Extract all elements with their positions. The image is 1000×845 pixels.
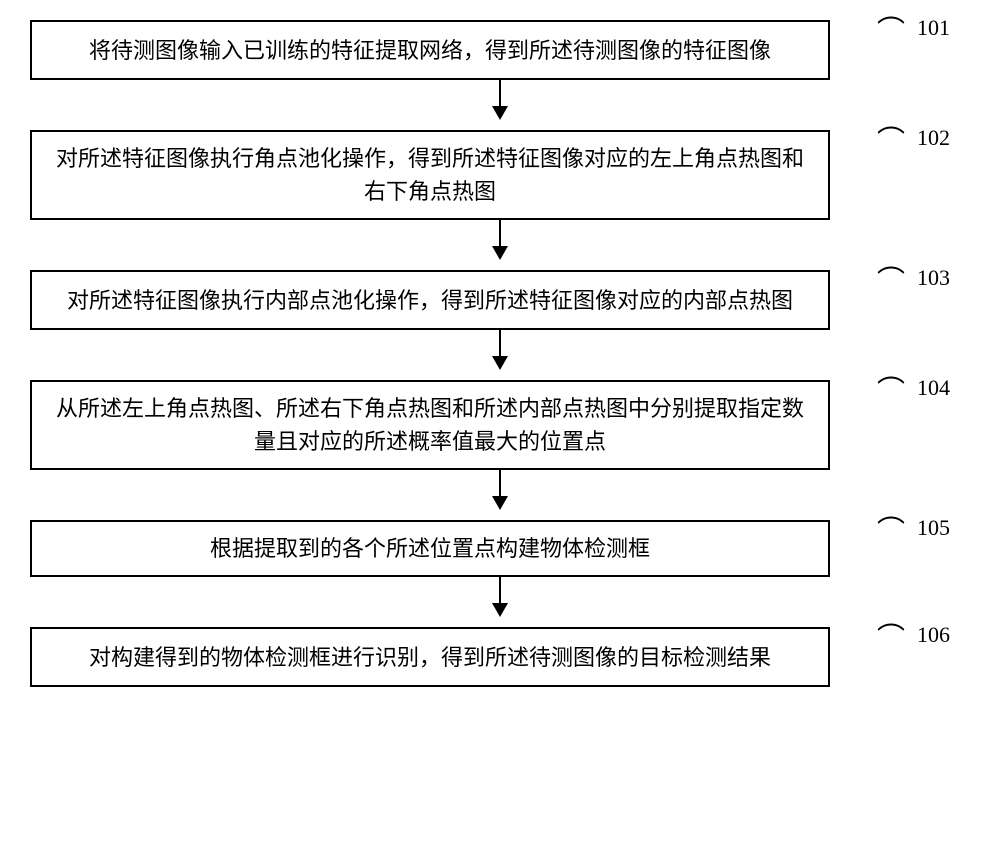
step-106-box: 对构建得到的物体检测框进行识别，得到所述待测图像的目标检测结果 — [30, 627, 830, 687]
step-101-label-col: ⌒ 101 — [830, 20, 960, 50]
arrow-4 — [100, 470, 900, 520]
arrow-2 — [100, 220, 900, 270]
step-105-label: 105 — [917, 515, 950, 541]
step-102-label-col: ⌒ 102 — [830, 130, 960, 160]
step-103-label: 103 — [917, 265, 950, 291]
step-102-label: 102 — [917, 125, 950, 151]
step-105-label-col: ⌒ 105 — [830, 520, 960, 550]
step-101-box: 将待测图像输入已训练的特征提取网络，得到所述待测图像的特征图像 — [30, 20, 830, 80]
step-102-box: 对所述特征图像执行角点池化操作，得到所述特征图像对应的左上角点热图和右下角点热图 — [30, 130, 830, 220]
bracket-icon: ⌒ — [877, 18, 905, 46]
step-106-container: 对构建得到的物体检测框进行识别，得到所述待测图像的目标检测结果 ⌒ 106 — [30, 627, 970, 687]
arrow-line-icon — [499, 80, 501, 118]
step-103-text: 对所述特征图像执行内部点池化操作，得到所述特征图像对应的内部点热图 — [67, 284, 793, 317]
step-103-container: 对所述特征图像执行内部点池化操作，得到所述特征图像对应的内部点热图 ⌒ 103 — [30, 270, 970, 330]
step-105-text: 根据提取到的各个所述位置点构建物体检测框 — [210, 532, 650, 565]
step-104-container: 从所述左上角点热图、所述右下角点热图和所述内部点热图中分别提取指定数量且对应的所… — [30, 380, 970, 470]
step-106-label: 106 — [917, 622, 950, 648]
flowchart-container: 将待测图像输入已训练的特征提取网络，得到所述待测图像的特征图像 ⌒ 101 对所… — [30, 20, 970, 687]
step-104-label: 104 — [917, 375, 950, 401]
step-101-label: 101 — [917, 15, 950, 41]
step-103-label-col: ⌒ 103 — [830, 270, 960, 300]
step-101-container: 将待测图像输入已训练的特征提取网络，得到所述待测图像的特征图像 ⌒ 101 — [30, 20, 970, 80]
bracket-icon: ⌒ — [877, 625, 905, 653]
step-105-container: 根据提取到的各个所述位置点构建物体检测框 ⌒ 105 — [30, 520, 970, 577]
arrow-1 — [100, 80, 900, 130]
arrow-5 — [100, 577, 900, 627]
step-106-text: 对构建得到的物体检测框进行识别，得到所述待测图像的目标检测结果 — [89, 641, 771, 674]
bracket-icon: ⌒ — [877, 268, 905, 296]
bracket-icon: ⌒ — [877, 518, 905, 546]
arrow-line-icon — [499, 470, 501, 508]
arrow-line-icon — [499, 330, 501, 368]
arrow-line-icon — [499, 577, 501, 615]
step-104-label-col: ⌒ 104 — [830, 380, 960, 410]
step-105-box: 根据提取到的各个所述位置点构建物体检测框 — [30, 520, 830, 577]
step-102-container: 对所述特征图像执行角点池化操作，得到所述特征图像对应的左上角点热图和右下角点热图… — [30, 130, 970, 220]
step-103-box: 对所述特征图像执行内部点池化操作，得到所述特征图像对应的内部点热图 — [30, 270, 830, 330]
step-101-text: 将待测图像输入已训练的特征提取网络，得到所述待测图像的特征图像 — [89, 34, 771, 67]
arrow-line-icon — [499, 220, 501, 258]
bracket-icon: ⌒ — [877, 128, 905, 156]
step-104-text: 从所述左上角点热图、所述右下角点热图和所述内部点热图中分别提取指定数量且对应的所… — [52, 392, 808, 458]
step-102-text: 对所述特征图像执行角点池化操作，得到所述特征图像对应的左上角点热图和右下角点热图 — [52, 142, 808, 208]
step-106-label-col: ⌒ 106 — [830, 627, 960, 657]
bracket-icon: ⌒ — [877, 378, 905, 406]
step-104-box: 从所述左上角点热图、所述右下角点热图和所述内部点热图中分别提取指定数量且对应的所… — [30, 380, 830, 470]
arrow-3 — [100, 330, 900, 380]
